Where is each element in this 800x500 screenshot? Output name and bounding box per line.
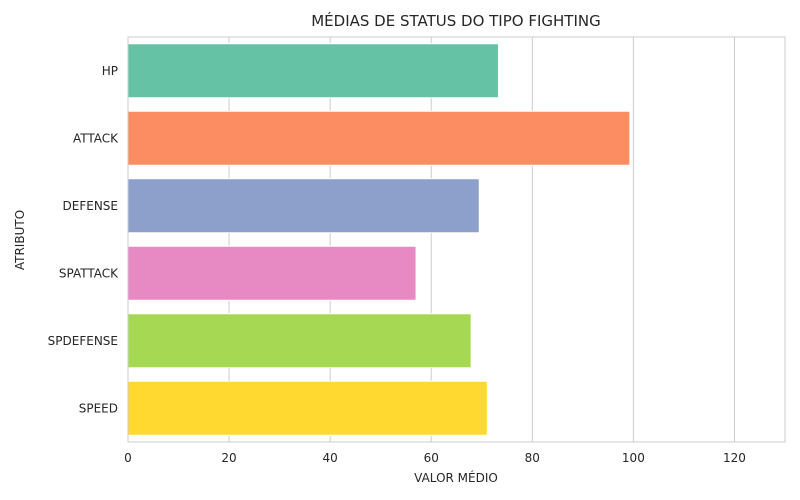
bar-defense: [127, 178, 480, 234]
bar-hp: [127, 43, 499, 99]
grid: [127, 37, 735, 442]
x-tick-label: 60: [424, 451, 439, 465]
chart-title: MÉDIAS DE STATUS DO TIPO FIGHTING: [311, 11, 601, 30]
tick-labels: 0 20 40 60 80 100 120 HP ATTACK DEFENSE SPATTACK SP…: [48, 64, 746, 465]
bar-speed: [127, 380, 488, 436]
x-tick-label: 80: [525, 451, 540, 465]
bar-attack: [127, 110, 631, 166]
plot-frame: [127, 36, 786, 443]
x-tick-label: 120: [723, 451, 746, 465]
y-tick-label: SPATTACK: [59, 266, 119, 280]
y-axis-label: ATRIBUTO: [13, 210, 27, 270]
x-tick-label: 100: [622, 451, 645, 465]
y-tick-label: DEFENSE: [63, 199, 118, 213]
x-axis-label: VALOR MÉDIO: [414, 470, 498, 485]
bar-spattack: [127, 245, 417, 301]
x-tick-label: 40: [323, 451, 338, 465]
x-tick-label: 20: [221, 451, 236, 465]
x-tick-label: 0: [124, 451, 132, 465]
y-tick-label: SPDEFENSE: [48, 334, 118, 348]
bar-spdefense: [127, 313, 472, 369]
y-tick-label: HP: [102, 64, 118, 78]
y-tick-label: SPEED: [79, 401, 118, 415]
bars: [127, 43, 631, 436]
y-tick-label: ATTACK: [73, 131, 119, 145]
